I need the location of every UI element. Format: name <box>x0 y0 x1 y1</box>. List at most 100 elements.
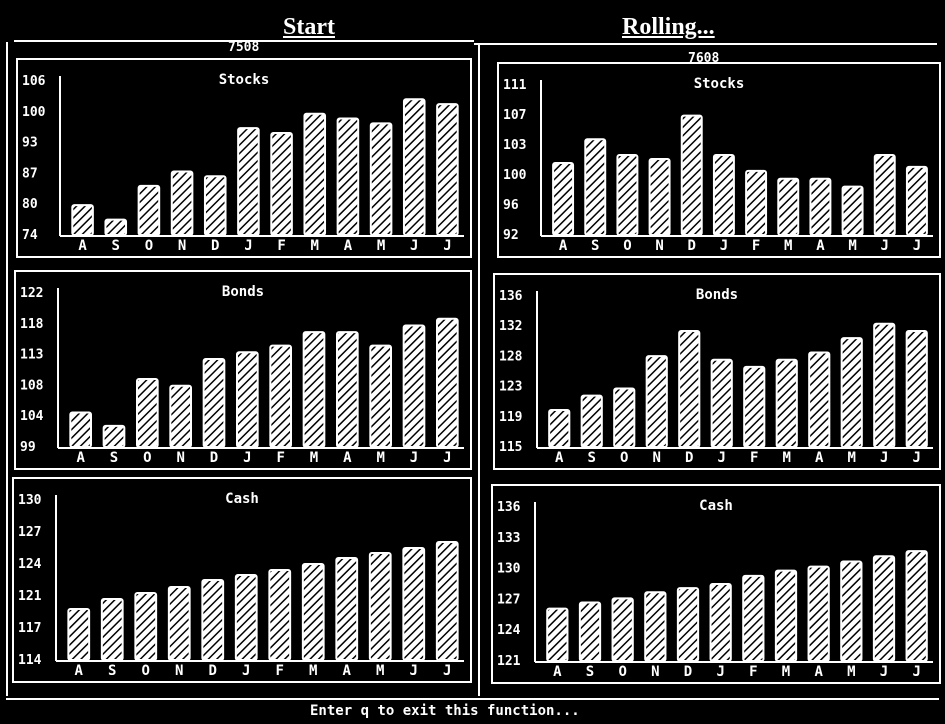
bar-9 <box>368 552 392 661</box>
left-column-border <box>6 42 8 696</box>
bar-2 <box>616 154 639 236</box>
bar-5 <box>709 583 732 662</box>
x-tick-label: A <box>78 238 87 254</box>
x-tick-label: F <box>276 450 284 466</box>
bar-1 <box>102 424 126 448</box>
bar-3 <box>644 591 667 662</box>
y-tick-label: 133 <box>497 531 520 546</box>
bar-2 <box>611 597 634 662</box>
bar-11 <box>905 329 928 449</box>
x-tick-label: J <box>913 450 921 466</box>
bar-1 <box>100 598 124 661</box>
y-tick-label: 93 <box>22 136 38 151</box>
y-tick-label: 107 <box>503 108 526 123</box>
y-tick-label: 87 <box>22 166 38 181</box>
x-tick-label: F <box>749 664 757 680</box>
x-tick-label: J <box>718 450 726 466</box>
y-tick-label: 104 <box>20 409 44 424</box>
y-tick-label: 127 <box>18 525 41 540</box>
x-tick-label: F <box>750 450 758 466</box>
y-tick-label: 100 <box>22 105 46 120</box>
y-tick-label: 128 <box>499 349 523 364</box>
bar-11 <box>905 550 928 662</box>
header-divider-right <box>474 43 937 45</box>
header-divider <box>14 40 474 42</box>
chart-title: Stocks <box>219 72 270 88</box>
x-tick-label: J <box>243 450 251 466</box>
y-tick-label: 119 <box>499 410 522 425</box>
y-tick-label: 114 <box>18 653 42 668</box>
x-tick-label: M <box>376 663 384 679</box>
bar-3 <box>169 384 192 448</box>
x-tick-label: J <box>244 238 252 254</box>
chart-svg: Stocks 106 100 93 87 80 74 A S O N D J F M A M J J <box>22 72 464 254</box>
x-tick-label: N <box>653 450 661 466</box>
x-tick-label: M <box>847 664 855 680</box>
x-tick-label: D <box>211 238 219 254</box>
chart-svg: Cash 136 133 130 127 124 121 A S O N D J F M A M J J <box>497 498 933 680</box>
bar-3 <box>648 158 671 236</box>
x-tick-label: D <box>685 450 693 466</box>
x-tick-label: J <box>410 238 418 254</box>
bar-7 <box>303 112 327 236</box>
x-tick-label: J <box>716 664 724 680</box>
x-tick-label: M <box>377 238 385 254</box>
x-tick-label: J <box>242 663 250 679</box>
rolling-cash-panel: Cash 136 133 130 127 124 121 A S O N D J F M A M J J <box>491 484 941 684</box>
center-column-divider <box>478 45 480 696</box>
y-tick-label: 74 <box>22 228 38 243</box>
bar-5 <box>236 351 259 448</box>
x-tick-label: J <box>443 238 451 254</box>
bar-6 <box>745 169 768 236</box>
chart-svg: Cash 130 127 124 121 117 114 A S O N D J F M A M J J <box>18 491 464 679</box>
bar-0 <box>69 411 92 449</box>
bar-4 <box>676 587 700 662</box>
x-tick-label: J <box>410 450 418 466</box>
bar-10 <box>402 324 426 448</box>
bar-8 <box>336 331 359 448</box>
start-bonds-panel: Bonds 122 118 113 108 104 99 A S O N D J F M A M J J <box>14 270 472 470</box>
bar-9 <box>369 122 393 236</box>
x-tick-label: O <box>620 450 628 466</box>
y-tick-label: 113 <box>20 348 43 363</box>
bar-4 <box>203 175 227 236</box>
bar-2 <box>134 592 158 661</box>
x-tick-label: J <box>410 663 418 679</box>
bar-4 <box>202 357 226 448</box>
x-tick-label: J <box>880 450 888 466</box>
x-tick-label: A <box>344 238 353 254</box>
chart-title: Cash <box>225 491 259 507</box>
y-tick-label: 92 <box>503 228 519 243</box>
bar-9 <box>840 560 863 662</box>
bar-6 <box>268 569 292 661</box>
y-tick-label: 108 <box>20 378 44 393</box>
x-tick-label: A <box>553 664 562 680</box>
chart-title: Cash <box>699 498 733 514</box>
bar-7 <box>774 569 798 662</box>
x-tick-label: S <box>586 664 594 680</box>
bar-0 <box>552 161 575 236</box>
bar-5 <box>237 127 260 236</box>
x-tick-label: J <box>443 450 451 466</box>
bar-9 <box>369 344 393 448</box>
y-tick-label: 123 <box>499 380 522 395</box>
x-tick-label: A <box>343 663 352 679</box>
x-tick-label: J <box>880 664 888 680</box>
x-tick-label: N <box>651 664 659 680</box>
bar-8 <box>336 117 360 236</box>
x-tick-label: A <box>76 450 85 466</box>
bar-3 <box>645 355 668 448</box>
bar-9 <box>841 185 864 236</box>
x-tick-label: J <box>913 238 921 254</box>
x-tick-label: S <box>108 663 116 679</box>
y-tick-label: 118 <box>20 317 44 332</box>
bar-8 <box>809 177 832 236</box>
x-tick-label: S <box>591 238 599 254</box>
bar-5 <box>712 154 735 236</box>
rolling-stocks-panel: Stocks 111 107 103 100 96 92 A S O N D J F M A M J J <box>497 62 941 258</box>
y-tick-label: 106 <box>22 74 46 89</box>
y-tick-label: 103 <box>503 138 526 153</box>
bar-6 <box>269 344 292 448</box>
x-tick-label: J <box>881 238 889 254</box>
y-tick-label: 99 <box>20 440 36 455</box>
